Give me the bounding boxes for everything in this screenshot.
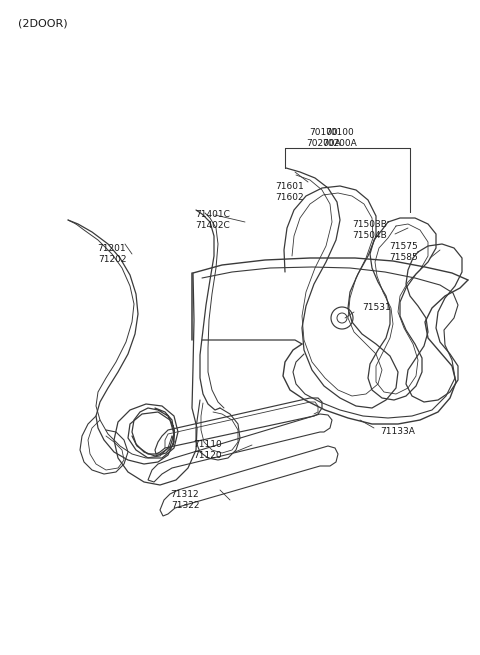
Text: 71312
71322: 71312 71322 <box>171 491 199 510</box>
Text: 71601
71602: 71601 71602 <box>276 182 304 202</box>
Text: 71575
71585: 71575 71585 <box>389 242 418 262</box>
Text: 71133A: 71133A <box>380 428 415 436</box>
Text: 70100
70200A: 70100 70200A <box>307 128 341 147</box>
Text: 71201
71202: 71201 71202 <box>98 244 126 264</box>
Text: 71503B
71504B: 71503B 71504B <box>353 220 387 240</box>
Text: 71531: 71531 <box>362 303 391 312</box>
Text: 71110
71120: 71110 71120 <box>193 440 222 460</box>
Text: (2DOOR): (2DOOR) <box>18 18 68 28</box>
Text: 70100
70200A: 70100 70200A <box>323 128 358 147</box>
Text: 71401C
71402C: 71401C 71402C <box>195 210 230 230</box>
